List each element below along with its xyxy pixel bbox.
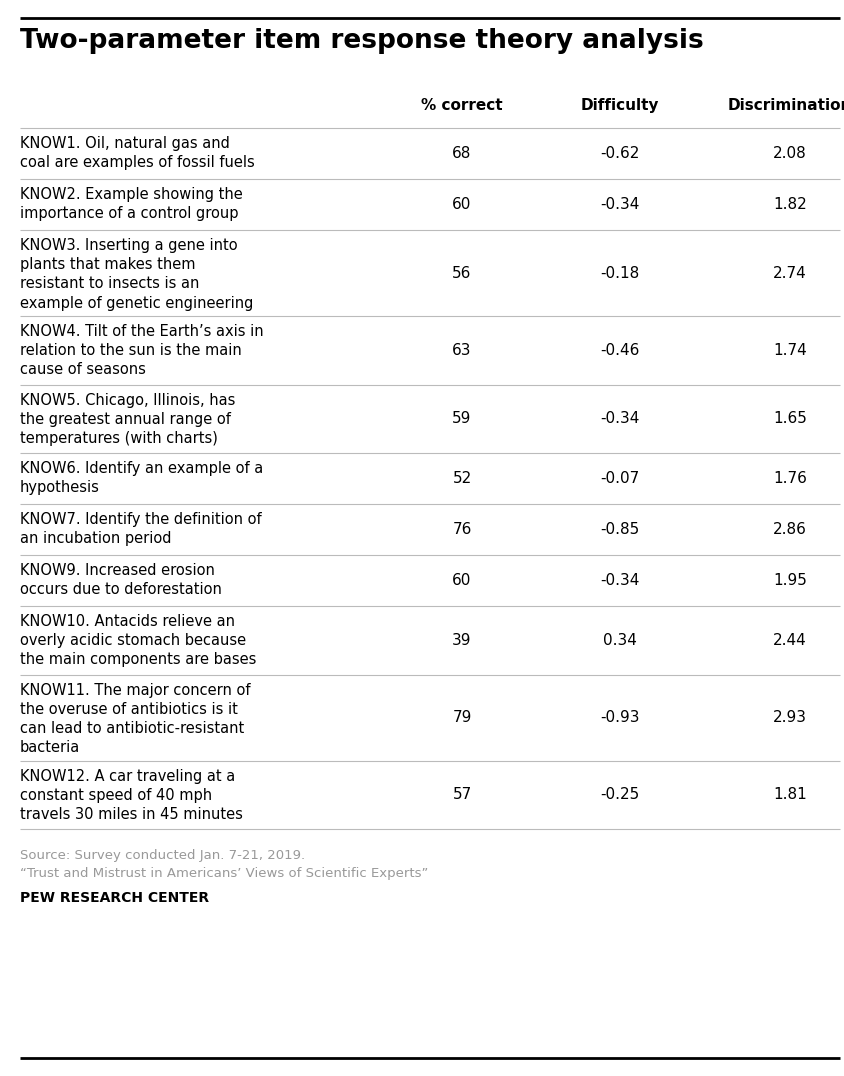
Text: -0.46: -0.46: [600, 343, 640, 357]
Text: KNOW10. Antacids relieve an
overly acidic stomach because
the main components ar: KNOW10. Antacids relieve an overly acidi…: [20, 614, 257, 667]
Text: 60: 60: [452, 197, 472, 212]
Text: KNOW12. A car traveling at a
constant speed of 40 mph
travels 30 miles in 45 min: KNOW12. A car traveling at a constant sp…: [20, 768, 243, 822]
Text: Source: Survey conducted Jan. 7-21, 2019.: Source: Survey conducted Jan. 7-21, 2019…: [20, 849, 306, 862]
Text: KNOW11. The major concern of
the overuse of antibiotics is it
can lead to antibi: KNOW11. The major concern of the overuse…: [20, 682, 251, 755]
Text: 0.34: 0.34: [603, 633, 637, 648]
Text: 79: 79: [452, 710, 472, 725]
Text: 68: 68: [452, 146, 472, 161]
Text: 59: 59: [452, 411, 472, 426]
Text: -0.62: -0.62: [600, 146, 640, 161]
Text: 1.82: 1.82: [773, 197, 807, 212]
Text: “Trust and Mistrust in Americans’ Views of Scientific Experts”: “Trust and Mistrust in Americans’ Views …: [20, 867, 429, 880]
Text: -0.34: -0.34: [600, 197, 640, 212]
Text: KNOW3. Inserting a gene into
plants that makes them
resistant to insects is an
e: KNOW3. Inserting a gene into plants that…: [20, 238, 253, 311]
Text: KNOW2. Example showing the
importance of a control group: KNOW2. Example showing the importance of…: [20, 187, 243, 222]
Text: -0.34: -0.34: [600, 411, 640, 426]
Text: 2.08: 2.08: [773, 146, 807, 161]
Text: 2.93: 2.93: [773, 710, 807, 725]
Text: Difficulty: Difficulty: [581, 98, 659, 113]
Text: KNOW1. Oil, natural gas and
coal are examples of fossil fuels: KNOW1. Oil, natural gas and coal are exa…: [20, 136, 255, 170]
Text: 56: 56: [452, 266, 472, 281]
Text: -0.25: -0.25: [600, 788, 640, 803]
Text: Two-parameter item response theory analysis: Two-parameter item response theory analy…: [20, 28, 704, 54]
Text: KNOW6. Identify an example of a
hypothesis: KNOW6. Identify an example of a hypothes…: [20, 461, 263, 495]
Text: 76: 76: [452, 522, 472, 537]
Text: 2.44: 2.44: [773, 633, 807, 648]
Text: Discrimination: Discrimination: [728, 98, 844, 113]
Text: 1.81: 1.81: [773, 788, 807, 803]
Text: -0.93: -0.93: [600, 710, 640, 725]
Text: 52: 52: [452, 471, 472, 486]
Text: KNOW7. Identify the definition of
an incubation period: KNOW7. Identify the definition of an inc…: [20, 512, 262, 547]
Text: KNOW5. Chicago, Illinois, has
the greatest annual range of
temperatures (with ch: KNOW5. Chicago, Illinois, has the greate…: [20, 393, 235, 445]
Text: 39: 39: [452, 633, 472, 648]
Text: 1.76: 1.76: [773, 471, 807, 486]
Text: 1.74: 1.74: [773, 343, 807, 357]
Text: 57: 57: [452, 788, 472, 803]
Text: PEW RESEARCH CENTER: PEW RESEARCH CENTER: [20, 891, 209, 905]
Text: % correct: % correct: [421, 98, 503, 113]
Text: KNOW4. Tilt of the Earth’s axis in
relation to the sun is the main
cause of seas: KNOW4. Tilt of the Earth’s axis in relat…: [20, 324, 263, 378]
Text: 2.86: 2.86: [773, 522, 807, 537]
Text: 63: 63: [452, 343, 472, 357]
Text: 60: 60: [452, 574, 472, 587]
Text: 1.95: 1.95: [773, 574, 807, 587]
Text: 2.74: 2.74: [773, 266, 807, 281]
Text: -0.85: -0.85: [600, 522, 640, 537]
Text: -0.34: -0.34: [600, 574, 640, 587]
Text: KNOW9. Increased erosion
occurs due to deforestation: KNOW9. Increased erosion occurs due to d…: [20, 563, 222, 597]
Text: -0.07: -0.07: [600, 471, 640, 486]
Text: -0.18: -0.18: [600, 266, 640, 281]
Text: 1.65: 1.65: [773, 411, 807, 426]
